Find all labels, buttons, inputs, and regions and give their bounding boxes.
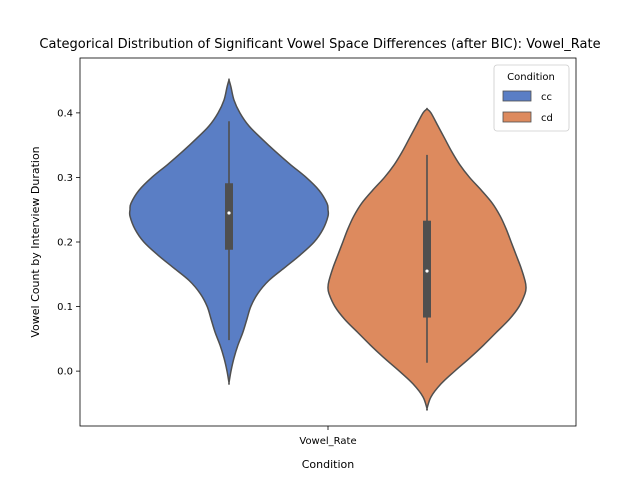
legend-label-cc: cc <box>541 92 552 103</box>
median-marker-cd <box>425 269 429 273</box>
y-axis: 0.0 0.1 0.2 0.3 0.4 <box>57 108 80 378</box>
y-tick-label: 0.4 <box>57 108 73 119</box>
y-tick-label: 0.2 <box>57 238 73 249</box>
median-marker-cc <box>227 211 231 215</box>
iqr-box-cc <box>225 183 233 250</box>
boxes-layer <box>225 121 431 363</box>
y-tick-label: 0.3 <box>57 173 73 184</box>
x-axis: Vowel_Rate <box>299 426 357 447</box>
legend-swatch-cd <box>502 111 532 123</box>
x-axis-label: Condition <box>302 458 355 471</box>
x-tick-label: Vowel_Rate <box>299 436 356 447</box>
iqr-box-cd <box>423 220 431 318</box>
y-axis-label: Vowel Count by Interview Duration <box>29 146 42 337</box>
legend-title: Condition <box>507 72 555 83</box>
y-tick-label: 0.1 <box>57 302 73 313</box>
legend-label-cd: cd <box>541 113 553 124</box>
chart-title: Categorical Distribution of Significant … <box>39 37 600 52</box>
legend: Condition cc cd <box>493 64 570 132</box>
legend-swatch-cc <box>502 90 532 102</box>
y-tick-label: 0.0 <box>57 367 73 378</box>
